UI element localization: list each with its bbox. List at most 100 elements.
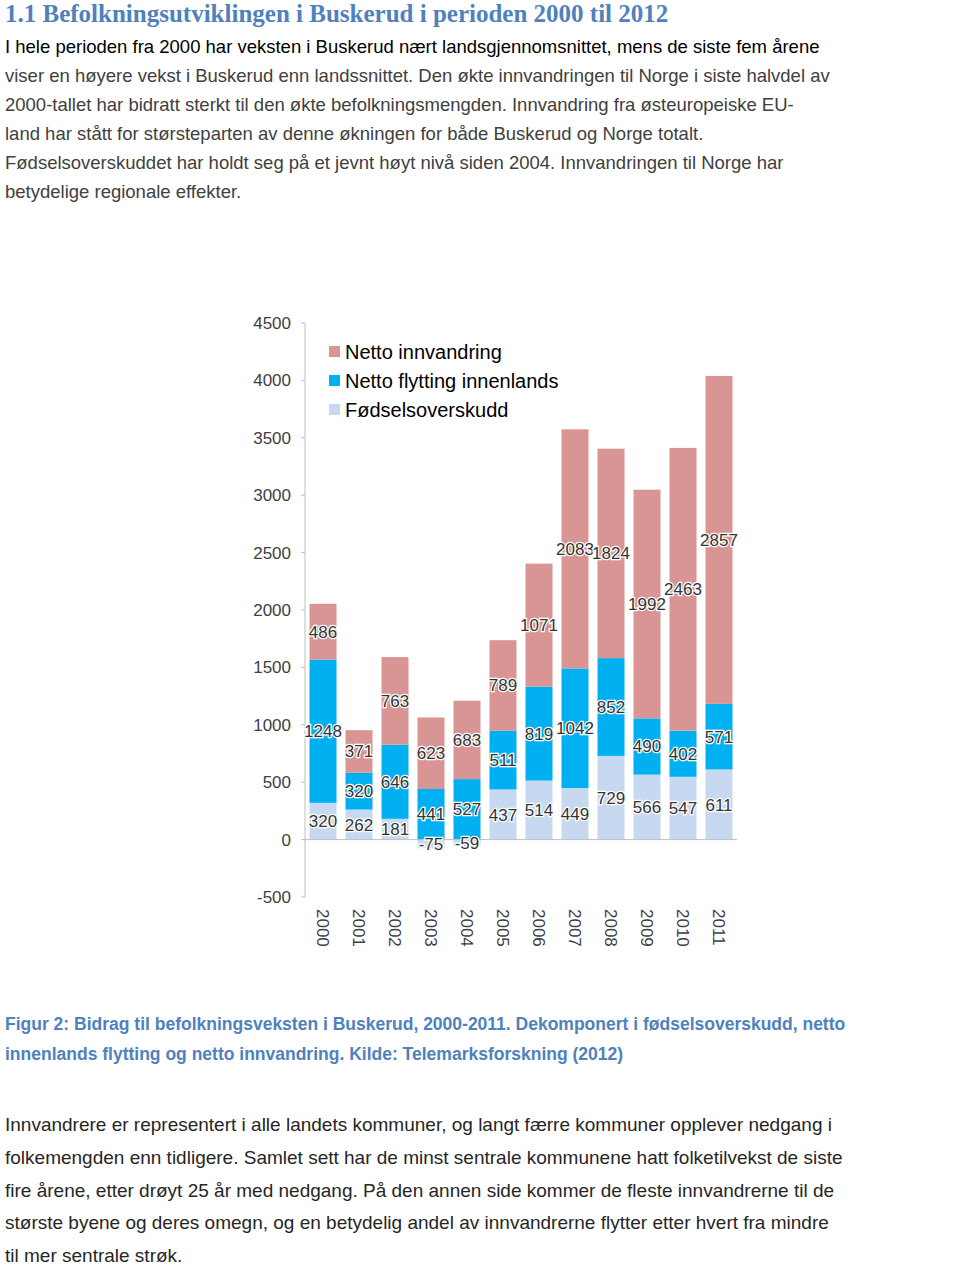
bar-segment bbox=[382, 819, 409, 840]
y-tick-label: 2000 bbox=[253, 601, 291, 620]
y-tick-label: 1000 bbox=[253, 716, 291, 735]
data-label: 402 bbox=[669, 745, 697, 764]
bar-segment bbox=[634, 718, 661, 774]
data-label: 646 bbox=[381, 773, 409, 792]
bar-segment bbox=[598, 756, 625, 840]
data-label: 852 bbox=[597, 698, 625, 717]
y-tick-label: -500 bbox=[257, 888, 291, 907]
paragraph-line: folkemengden enn tidligere. Samlet sett … bbox=[5, 1147, 843, 1169]
x-tick-label: 2000 bbox=[313, 909, 332, 947]
paragraph-line: fire årene, etter drøyt 25 år med nedgan… bbox=[5, 1180, 834, 1202]
data-label: 511 bbox=[489, 751, 516, 770]
bar-segment bbox=[490, 789, 517, 839]
y-tick-label: 4500 bbox=[253, 314, 291, 333]
bar-segment bbox=[310, 604, 337, 660]
paragraph-line: Innvandrere er representert i alle lande… bbox=[5, 1114, 832, 1136]
data-label: 2857 bbox=[700, 531, 738, 550]
y-tick bbox=[301, 495, 305, 496]
data-label: 1071 bbox=[520, 616, 558, 635]
data-label: 320 bbox=[309, 812, 337, 831]
x-tick-label: 2010 bbox=[673, 909, 692, 947]
data-label: 371 bbox=[345, 742, 373, 761]
data-label: 819 bbox=[525, 725, 553, 744]
legend-swatch bbox=[329, 375, 340, 386]
y-tick bbox=[301, 782, 305, 783]
bars bbox=[310, 376, 733, 848]
y-tick bbox=[301, 897, 305, 898]
x-tick-label: 2009 bbox=[637, 909, 656, 947]
bar-segment bbox=[490, 731, 517, 790]
data-label: 527 bbox=[453, 800, 481, 819]
data-label: -59 bbox=[455, 834, 480, 853]
data-label: 320 bbox=[345, 782, 373, 801]
paragraph-line: land har stått for størsteparten av denn… bbox=[5, 123, 703, 145]
data-label: 181 bbox=[381, 820, 409, 839]
y-tick-label: 1500 bbox=[253, 658, 291, 677]
y-tick bbox=[301, 437, 305, 438]
data-label: 763 bbox=[381, 692, 409, 711]
y-tick-label: 3500 bbox=[253, 429, 291, 448]
bar-segment bbox=[346, 773, 373, 810]
y-tick-label: 500 bbox=[263, 773, 291, 792]
legend-entry: Fødselsoverskudd bbox=[345, 399, 508, 421]
data-label: 1042 bbox=[556, 719, 594, 738]
bar-segment bbox=[562, 788, 589, 840]
data-label: 611 bbox=[705, 796, 732, 815]
data-label: 514 bbox=[525, 801, 553, 820]
legend-entry: Netto flytting innenlands bbox=[345, 370, 558, 392]
data-label: 547 bbox=[669, 799, 697, 818]
bar-segment bbox=[454, 701, 481, 779]
data-label: 623 bbox=[417, 744, 445, 763]
data-label: 2083 bbox=[556, 540, 594, 559]
y-tick bbox=[301, 839, 305, 840]
x-tick-label: 2007 bbox=[565, 909, 584, 947]
data-label: -75 bbox=[419, 835, 444, 854]
data-label: 437 bbox=[489, 806, 517, 825]
data-label: 729 bbox=[597, 789, 625, 808]
bar-segment bbox=[382, 745, 409, 819]
paragraph-line: Fødselsoverskuddet har holdt seg på et j… bbox=[5, 152, 783, 174]
y-tick-label: 3000 bbox=[253, 486, 291, 505]
legend-entry: Netto innvandring bbox=[345, 341, 502, 363]
bar-segment bbox=[490, 640, 517, 731]
legend-swatch bbox=[329, 404, 340, 415]
x-tick-label: 2001 bbox=[349, 909, 368, 947]
paragraph-line: betydelige regionale effekter. bbox=[5, 181, 241, 203]
data-label: 683 bbox=[453, 731, 481, 750]
x-tick-label: 2006 bbox=[529, 909, 548, 947]
data-label: 1824 bbox=[592, 544, 630, 563]
data-label: 566 bbox=[633, 798, 661, 817]
data-label: 449 bbox=[561, 805, 589, 824]
y-tick-label: 4000 bbox=[253, 371, 291, 390]
y-tick bbox=[301, 380, 305, 381]
data-label: 1992 bbox=[628, 595, 666, 614]
paragraph-line: 2000-tallet har bidratt sterkt til den ø… bbox=[5, 94, 794, 116]
x-tick-label: 2005 bbox=[493, 909, 512, 947]
bar-segment bbox=[454, 779, 481, 839]
data-label: 262 bbox=[345, 816, 373, 835]
bar-segment bbox=[526, 687, 553, 781]
y-tick bbox=[301, 667, 305, 668]
bar-segment bbox=[670, 731, 697, 777]
bar-segment bbox=[382, 657, 409, 745]
zero-line bbox=[305, 839, 737, 840]
bar-segment bbox=[310, 803, 337, 840]
x-tick-label: 2011 bbox=[709, 909, 728, 946]
paragraph-line: I hele perioden fra 2000 har veksten i B… bbox=[5, 36, 819, 58]
y-tick-label: 2500 bbox=[253, 544, 291, 563]
data-label: 1248 bbox=[304, 722, 342, 741]
figure-caption: innenlands flytting og netto innvandring… bbox=[5, 1044, 623, 1065]
data-label: 789 bbox=[489, 676, 517, 695]
bar-segment bbox=[346, 810, 373, 840]
bar-segment bbox=[418, 789, 445, 840]
y-tick bbox=[301, 552, 305, 553]
x-tick-label: 2008 bbox=[601, 909, 620, 947]
paragraph-line: største byene og deres omegn, og en bety… bbox=[5, 1212, 829, 1234]
bar-segment bbox=[598, 658, 625, 756]
data-label: 2463 bbox=[664, 580, 702, 599]
paragraph-line: til mer sentrale strøk. bbox=[5, 1245, 182, 1267]
heading: 1.1 Befolkningsutviklingen i Buskerud i … bbox=[5, 0, 668, 28]
y-tick bbox=[301, 323, 305, 324]
x-tick-label: 2003 bbox=[421, 909, 440, 947]
data-label: 490 bbox=[633, 737, 661, 756]
